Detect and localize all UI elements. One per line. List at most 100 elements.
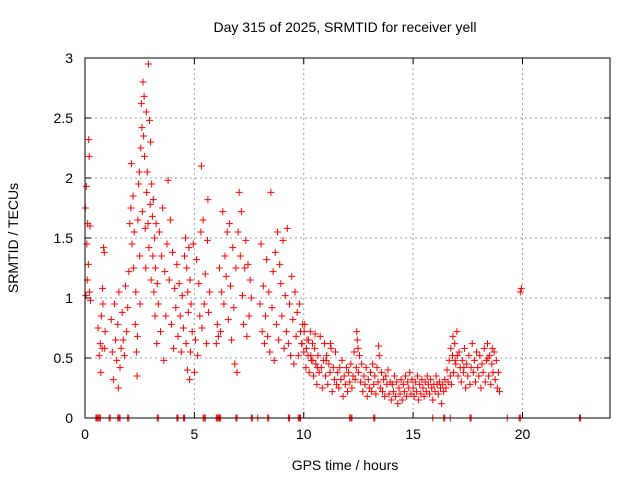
- data-point: [420, 392, 428, 400]
- data-point: [274, 228, 281, 236]
- data-point: [108, 348, 116, 356]
- data-point: [258, 328, 266, 336]
- data-point: [306, 328, 314, 336]
- data-point: [487, 380, 495, 388]
- data-point: [385, 390, 393, 398]
- data-point: [481, 378, 489, 386]
- data-point: [268, 304, 276, 312]
- data-point: [434, 390, 442, 398]
- data-point: [135, 168, 143, 176]
- data-point: [468, 340, 476, 348]
- data-point: [216, 264, 223, 272]
- data-point: [291, 288, 299, 296]
- data-point: [416, 380, 424, 388]
- data-point: [101, 344, 109, 352]
- data-point: [406, 368, 414, 376]
- data-point: [453, 352, 461, 360]
- data-point: [196, 312, 204, 320]
- data-point: [346, 378, 354, 386]
- data-point: [202, 340, 210, 348]
- data-point: [323, 352, 331, 360]
- data-point: [222, 272, 230, 280]
- data-point: [240, 320, 248, 328]
- data-point: [223, 228, 231, 236]
- data-point: [484, 340, 491, 348]
- data-point: [111, 300, 118, 308]
- data-point: [353, 328, 361, 336]
- data-point: [397, 376, 405, 384]
- data-point: [212, 340, 220, 348]
- data-point: [452, 360, 460, 368]
- data-point: [205, 308, 213, 316]
- data-point: [389, 388, 397, 396]
- data-point: [400, 388, 408, 396]
- data-point: [107, 316, 115, 324]
- data-point: [85, 136, 93, 144]
- data-point: [151, 264, 159, 272]
- data-point: [82, 292, 90, 300]
- data-point: [263, 256, 271, 264]
- data-point: [132, 348, 140, 356]
- data-point: [275, 336, 283, 344]
- data-point: [469, 368, 477, 376]
- data-point: [206, 288, 214, 296]
- y-tick-label: 1.5: [54, 230, 74, 246]
- data-point: [142, 264, 150, 272]
- data-point: [440, 388, 448, 396]
- data-point: [492, 356, 500, 364]
- data-point: [184, 308, 192, 316]
- data-point: [170, 344, 178, 352]
- data-point: [182, 234, 190, 242]
- data-point: [188, 328, 196, 336]
- data-point: [221, 252, 229, 260]
- data-point: [143, 188, 151, 196]
- data-point: [144, 220, 152, 228]
- data-point: [464, 372, 472, 380]
- data-point: [351, 376, 359, 384]
- data-point: [244, 260, 252, 268]
- data-point: [161, 268, 169, 276]
- data-point: [193, 256, 201, 264]
- grid-lines: [85, 58, 610, 418]
- data-point: [269, 268, 277, 276]
- data-point: [287, 352, 295, 360]
- data-point: [279, 236, 287, 244]
- data-point: [322, 356, 330, 364]
- data-point: [339, 392, 347, 400]
- data-point: [127, 204, 135, 212]
- data-point: [302, 364, 310, 372]
- data-point: [446, 372, 454, 380]
- data-point: [99, 284, 106, 292]
- data-point: [356, 352, 363, 360]
- data-point: [354, 344, 362, 352]
- data-point: [230, 304, 238, 312]
- data-point: [138, 208, 146, 216]
- data-point: [484, 354, 492, 362]
- data-point: [155, 228, 163, 236]
- data-point: [86, 288, 94, 296]
- data-point: [451, 356, 459, 364]
- data-point: [391, 372, 398, 380]
- data-point: [342, 364, 350, 372]
- data-point: [195, 280, 203, 288]
- data-point: [314, 352, 322, 360]
- data-point: [114, 384, 122, 392]
- data-point: [394, 400, 402, 408]
- data-point: [373, 364, 381, 372]
- data-point: [353, 336, 361, 344]
- data-point: [220, 300, 228, 308]
- data-point: [245, 312, 253, 320]
- data-point: [473, 348, 481, 356]
- data-point: [149, 252, 157, 260]
- data-point: [488, 360, 496, 368]
- data-point: [233, 368, 241, 376]
- data-point: [384, 366, 392, 374]
- data-point: [120, 352, 128, 360]
- data-point: [94, 324, 102, 332]
- data-point: [97, 368, 105, 376]
- data-point: [225, 220, 233, 228]
- data-point: [475, 372, 483, 380]
- data-point: [485, 372, 493, 380]
- data-point: [371, 372, 379, 380]
- data-point: [467, 364, 475, 372]
